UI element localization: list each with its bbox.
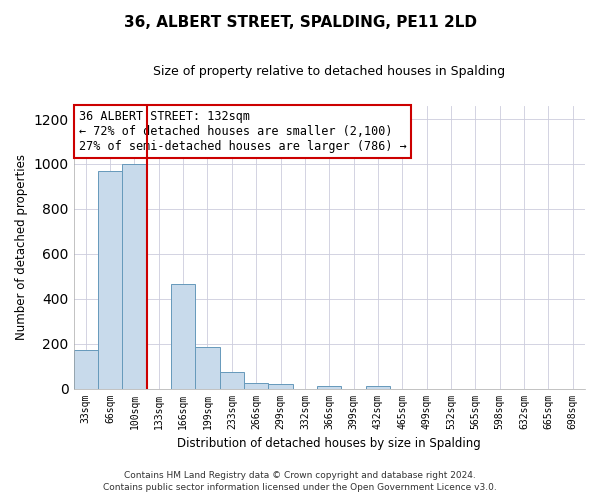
- Title: Size of property relative to detached houses in Spalding: Size of property relative to detached ho…: [153, 65, 505, 78]
- X-axis label: Distribution of detached houses by size in Spalding: Distribution of detached houses by size …: [178, 437, 481, 450]
- Y-axis label: Number of detached properties: Number of detached properties: [15, 154, 28, 340]
- Bar: [268, 384, 293, 388]
- Bar: [122, 164, 146, 388]
- Bar: [98, 170, 122, 388]
- Text: 36 ALBERT STREET: 132sqm
← 72% of detached houses are smaller (2,100)
27% of sem: 36 ALBERT STREET: 132sqm ← 72% of detach…: [79, 110, 406, 153]
- Bar: [220, 372, 244, 388]
- Bar: [366, 386, 390, 388]
- Bar: [196, 347, 220, 389]
- Bar: [171, 284, 196, 389]
- Text: 36, ALBERT STREET, SPALDING, PE11 2LD: 36, ALBERT STREET, SPALDING, PE11 2LD: [124, 15, 476, 30]
- Bar: [317, 386, 341, 388]
- Text: Contains HM Land Registry data © Crown copyright and database right 2024.
Contai: Contains HM Land Registry data © Crown c…: [103, 471, 497, 492]
- Bar: [74, 350, 98, 389]
- Bar: [244, 383, 268, 388]
